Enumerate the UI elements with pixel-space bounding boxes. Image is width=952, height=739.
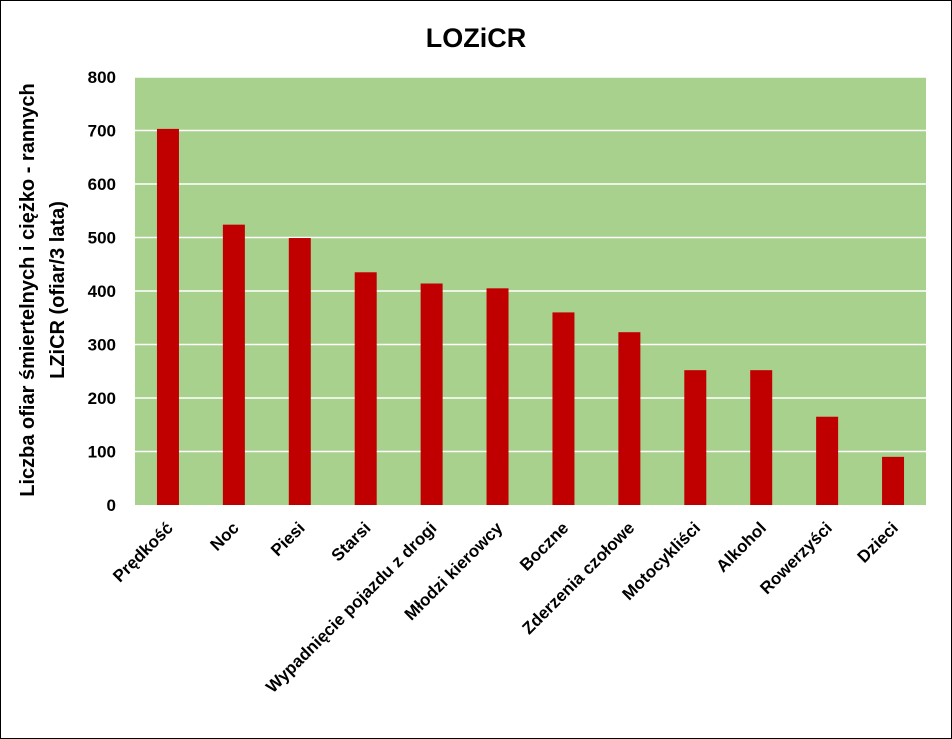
y-tick-label: 200	[88, 389, 116, 408]
bar	[288, 238, 311, 505]
bar	[816, 416, 839, 505]
bars	[156, 128, 905, 505]
y-tick-label: 400	[88, 282, 116, 301]
y-tick-label: 600	[88, 175, 116, 194]
x-tick-label: Starsi	[328, 518, 375, 565]
y-axis-label-line-1: Liczba ofiar śmiertelnych i ciężko - ran…	[17, 83, 39, 496]
bar	[750, 370, 773, 505]
y-tick-label: 800	[88, 68, 116, 87]
bar	[156, 128, 179, 505]
x-tick-label: Piesi	[267, 518, 309, 560]
bar	[222, 224, 245, 505]
bar	[684, 370, 707, 505]
y-axis-ticks: 0 100 200 300 400 500 600 700 800	[88, 68, 116, 515]
bar	[618, 332, 641, 505]
x-tick-label: Noc	[207, 518, 243, 554]
x-tick-label: Zderzenia czołowe	[519, 518, 639, 638]
x-tick-label: Prędkość	[109, 518, 177, 586]
x-tick-label: Alkohol	[713, 518, 771, 576]
y-tick-label: 700	[88, 122, 116, 141]
x-tick-label: Dzieci	[854, 518, 902, 566]
bar	[882, 456, 905, 505]
bar	[420, 283, 443, 505]
chart-title: LOZiCR	[426, 23, 527, 53]
gridlines	[135, 76, 926, 453]
x-tick-label: Boczne	[516, 518, 572, 574]
y-axis-label-line-2: LZiCR (ofiar/3 lata)	[47, 201, 69, 379]
bar	[486, 288, 509, 505]
y-tick-label: 100	[88, 443, 116, 462]
y-tick-label: 300	[88, 336, 116, 355]
y-tick-label: 500	[88, 229, 116, 248]
bar	[354, 272, 377, 505]
bar	[552, 312, 575, 505]
y-tick-label: 0	[107, 496, 116, 515]
